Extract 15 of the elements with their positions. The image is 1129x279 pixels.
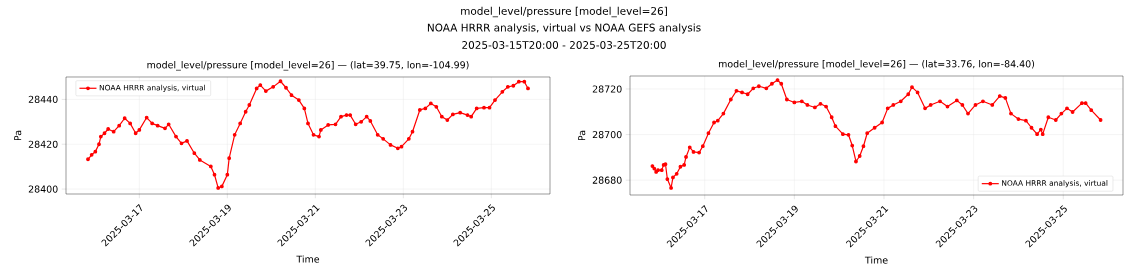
text: model_level/pressure [model_level=26] — [461, 6, 667, 18]
y-tick-label: 28440 — [28, 95, 58, 103]
text: 2025-03-15T20:00 - 2025-03-25T20:00 — [462, 41, 666, 49]
text: NOAA HRRR analysis, virtual vs NOAA GEFS analysis — [427, 23, 701, 34]
y-tick-label: 28680 — [592, 176, 622, 184]
y-tick-label: 28420 — [28, 140, 58, 148]
x-axis-title: Time — [296, 255, 320, 263]
chart-title: model_level/pressure [model_level=26] — (lat=39.75, lon=-104.99) — [147, 61, 469, 71]
y-tick-label: 28720 — [592, 85, 622, 93]
chart-title: model_level/pressure [model_level=26] — (lat=33.76, lon=-84.40) — [718, 60, 1035, 70]
y-axis-title: Pa — [14, 130, 22, 141]
x-axis-title: Time — [864, 256, 888, 264]
y-tick-label: 28700 — [592, 131, 622, 139]
y-tick-label: 28400 — [28, 185, 58, 193]
y-axis-title: Pa — [578, 130, 586, 141]
